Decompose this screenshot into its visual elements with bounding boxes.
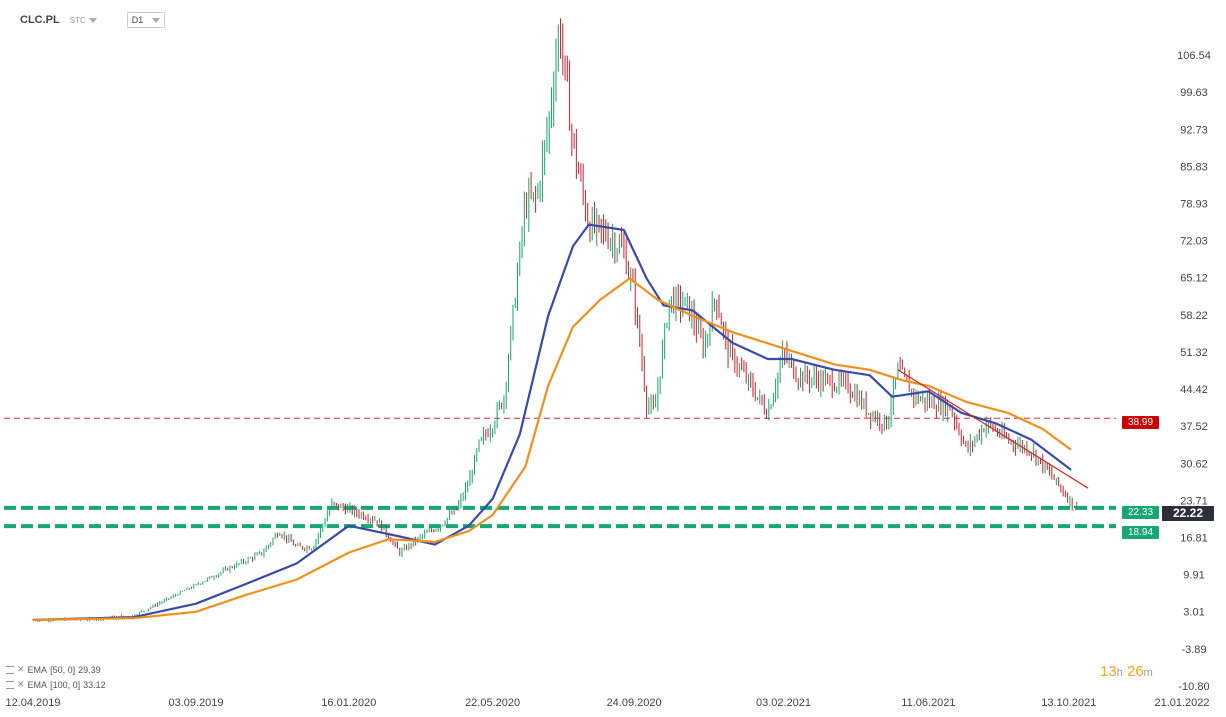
y-tick-label: 92.73	[1180, 124, 1208, 136]
trend-line	[897, 369, 1089, 489]
ema-line	[32, 223, 1072, 621]
symbol-label: CLC.PL	[20, 14, 60, 26]
x-tick-label: 16.01.2020	[321, 697, 376, 709]
y-tick-label: 16.81	[1180, 533, 1208, 545]
source-selector[interactable]: STC	[70, 16, 97, 25]
chevron-down-icon	[88, 17, 97, 23]
source-label: STC	[69, 15, 86, 25]
x-tick-label: 11.06.2021	[901, 697, 955, 709]
y-tick-label: -10.80	[1178, 681, 1209, 693]
timeframe-selector[interactable]: D1	[126, 12, 166, 28]
x-tick-label: 03.02.2021	[756, 697, 811, 709]
x-tick-label: 12.04.2019	[5, 697, 60, 709]
x-tick-label: 03.09.2019	[168, 697, 223, 709]
current-price-tag: 22.22	[1162, 506, 1214, 521]
close-icon[interactable]: ✕	[17, 679, 25, 689]
x-tick-label: 13.10.2021	[1041, 697, 1096, 709]
y-tick-label: 58.22	[1180, 310, 1208, 322]
y-tick-label: 30.62	[1180, 458, 1208, 470]
y-tick-label: 78.93	[1180, 198, 1208, 210]
ema-line	[32, 277, 1072, 621]
legend-value: 29.39	[78, 664, 101, 675]
legend-ema-50: ✕ EMA [50, 0] 29.39	[6, 664, 101, 675]
y-tick-label: 51.32	[1180, 347, 1208, 359]
y-tick-label: 106.54	[1177, 50, 1211, 62]
x-tick-label: 22.05.2020	[465, 697, 520, 709]
y-tick-label: 65.12	[1180, 273, 1208, 285]
candle-timer: 13h 26m	[1100, 663, 1153, 680]
timer-h-unit: h	[1116, 667, 1123, 679]
y-tick-label: 44.42	[1180, 384, 1208, 396]
y-tick-label: 99.63	[1180, 87, 1208, 99]
y-tick-label: 9.91	[1183, 570, 1204, 582]
x-tick-label: 24.09.2020	[607, 697, 662, 709]
y-tick-label: -3.89	[1181, 644, 1206, 656]
timer-m-unit: m	[1143, 667, 1153, 679]
timeframe-label: D1	[131, 15, 144, 25]
x-tick-label: 21.01.2022	[1154, 697, 1209, 709]
y-tick-label: 23.71	[1180, 495, 1208, 507]
legend-label: EMA	[27, 664, 48, 675]
resistance-price-tag: 38.99	[1122, 416, 1159, 429]
y-tick-label: 3.01	[1183, 607, 1204, 619]
chart-header: CLC.PL STC D1	[20, 12, 166, 28]
y-tick-label: 37.52	[1180, 421, 1208, 433]
timer-hours: 13	[1100, 663, 1117, 680]
support-lower-price-tag: 18.94	[1122, 526, 1159, 539]
support-upper-price-tag: 22.33	[1122, 506, 1159, 519]
settings-icon[interactable]	[6, 680, 14, 689]
legend-ema-100: ✕ EMA [100, 0] 33.12	[6, 679, 106, 690]
timer-minutes: 26	[1126, 663, 1144, 680]
y-tick-label: 85.83	[1180, 161, 1208, 173]
legend-value: 33.12	[83, 679, 106, 690]
y-tick-label: 72.03	[1180, 236, 1208, 248]
legend-params: [100, 0]	[50, 679, 81, 690]
legend-params: [50, 0]	[50, 664, 76, 675]
legend-label: EMA	[27, 679, 48, 690]
close-icon[interactable]: ✕	[17, 664, 25, 674]
chevron-down-icon	[152, 17, 161, 23]
settings-icon[interactable]	[6, 665, 14, 674]
